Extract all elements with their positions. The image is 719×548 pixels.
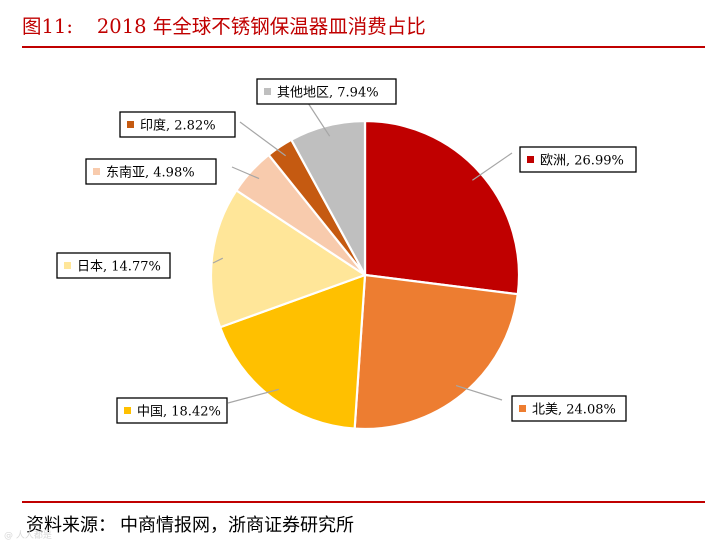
label-box-india <box>119 111 236 138</box>
data-label-china: 中国, 18.42% <box>137 405 221 420</box>
label-box-southeast-asia <box>85 158 217 185</box>
label-box-japan <box>56 252 171 279</box>
data-label-southeast-asia: 东南亚, 4.98% <box>106 165 195 181</box>
pie-slice-north-america <box>353 273 520 431</box>
leader-line-other-regions <box>307 102 331 137</box>
figure-number: 图11: <box>22 15 73 38</box>
label-box-europe <box>519 146 637 173</box>
leader-line-southeast-asia <box>231 166 260 180</box>
source-note: 资料来源： 中商情报网，浙商证券研究所 <box>26 511 354 537</box>
label-box-north-america <box>511 395 627 422</box>
legend-swatch-other-regions <box>264 88 271 95</box>
pie-slice-china <box>218 273 367 430</box>
data-label-india: 印度, 2.82% <box>140 118 216 134</box>
watermark-text: @ 人人都是 <box>4 531 52 541</box>
source-body: 中商情报网，浙商证券研究所 <box>120 515 354 536</box>
legend-swatch-india <box>127 121 134 128</box>
legend-swatch-north-america <box>519 405 526 412</box>
pie-slice-europe <box>363 119 521 296</box>
data-label-europe: 欧洲, 26.99% <box>540 154 624 169</box>
source-divider <box>22 501 705 503</box>
pie-slices <box>209 119 521 431</box>
legend-swatch-japan <box>64 262 71 269</box>
leader-line-india <box>239 121 286 157</box>
pie-slice-japan <box>209 188 368 329</box>
leader-line-europe <box>472 152 513 181</box>
pie-slice-other-regions <box>289 119 367 276</box>
leader-line-japan <box>212 257 224 264</box>
figure-title-text: 2018 年全球不锈钢保温器皿消费占比 <box>96 15 426 38</box>
source-prefix: 资料来源： <box>26 515 116 536</box>
title-divider <box>22 46 705 48</box>
label-box-china <box>116 397 228 424</box>
data-label-japan: 日本, 14.77% <box>77 260 161 275</box>
legend-swatch-china <box>124 407 131 414</box>
label-box-other-regions <box>256 78 397 105</box>
data-label-north-america: 北美, 24.08% <box>532 403 616 418</box>
data-label-other-regions: 其他地区, 7.94% <box>277 86 379 101</box>
leader-line-north-america <box>455 384 503 401</box>
legend-swatch-southeast-asia <box>93 168 100 175</box>
pie-labels: 欧洲, 26.99% 北美, 24.08% 中国, 18.42% 日本, 14.77%… <box>56 78 637 424</box>
leader-line-china <box>227 388 279 404</box>
chart-title: 图11: 2018 年全球不锈钢保温器皿消费占比 <box>22 10 426 39</box>
legend-swatch-europe <box>527 156 534 163</box>
